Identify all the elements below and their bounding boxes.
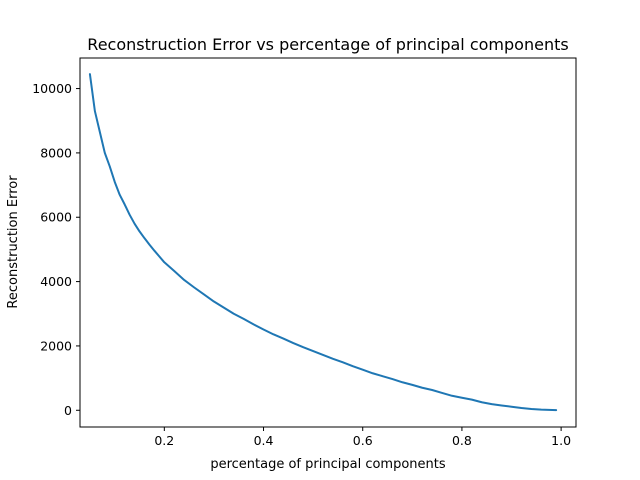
x-axis-label: percentage of principal components	[210, 457, 446, 472]
plot-frame	[79, 57, 577, 428]
y-tick-label: 10000	[32, 81, 72, 96]
x-tick-label: 0.6	[353, 433, 373, 448]
y-tick-label: 4000	[40, 274, 72, 289]
x-tick-label: 1.0	[551, 433, 571, 448]
axis-ticks: 0.2 0.4 0.6 0.8 1.0 0 2000 4000 6000 8000 10000	[32, 81, 571, 448]
y-tick-label: 2000	[40, 338, 72, 353]
chart-title: Reconstruction Error vs percentage of pr…	[87, 35, 568, 54]
x-tick-label: 0.4	[254, 433, 274, 448]
y-tick-label: 6000	[40, 210, 72, 225]
y-axis-label: Reconstruction Error	[6, 175, 21, 309]
y-tick-label: 8000	[40, 145, 72, 160]
y-tick-label: 0	[64, 403, 72, 418]
series-line	[88, 73, 558, 412]
x-tick-label: 0.2	[154, 433, 174, 448]
x-tick-label: 0.8	[452, 433, 472, 448]
